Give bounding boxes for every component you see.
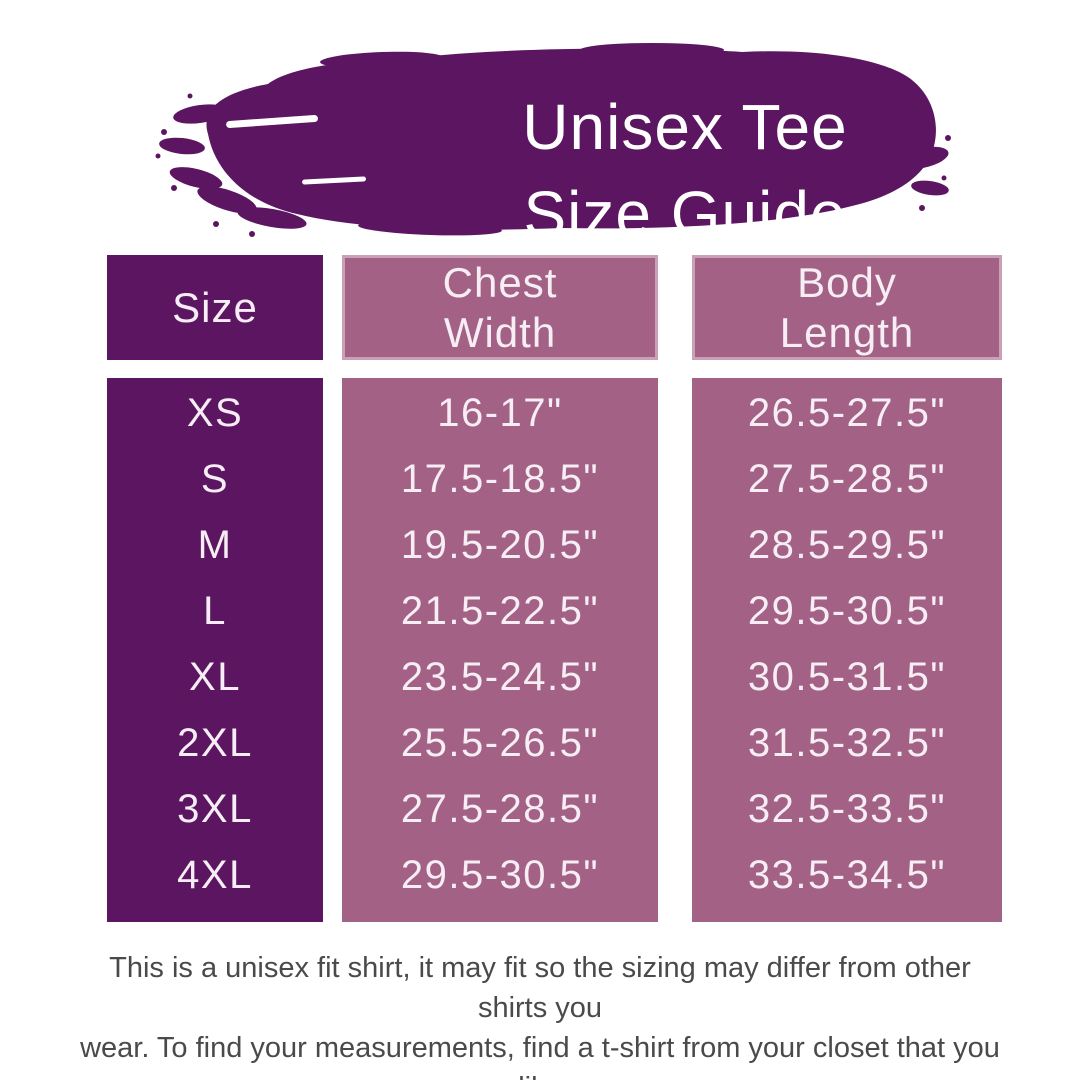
size-column: XS S M L XL 2XL 3XL 4XL bbox=[107, 378, 323, 922]
size-cell: L bbox=[203, 588, 227, 633]
brush-stroke-graphic bbox=[155, 43, 951, 237]
footer-note: This is a unisex fit shirt, it may fit s… bbox=[75, 948, 1005, 1080]
chest-width-cell: 25.5-26.5" bbox=[400, 720, 600, 765]
chest-width-cell: 29.5-30.5" bbox=[400, 852, 600, 897]
header-cell-body-length: Body Length bbox=[692, 255, 1002, 360]
body-length-cell: 30.5-31.5" bbox=[747, 654, 947, 699]
footer-line: wear. To find your measurements, find a … bbox=[80, 1032, 1000, 1080]
body-length-cell: 33.5-34.5" bbox=[747, 852, 947, 897]
title-line-2: Size Guide bbox=[523, 178, 847, 250]
title-banner: Unisex Tee Size Guide bbox=[130, 36, 960, 250]
size-cell: S bbox=[200, 456, 230, 501]
chest-width-cell: 17.5-18.5" bbox=[400, 456, 600, 501]
chest-width-cell: 21.5-22.5" bbox=[400, 588, 600, 633]
header-cell-chest-width: Chest Width bbox=[342, 255, 658, 360]
chest-width-column: 16-17" 17.5-18.5" 19.5-20.5" 21.5-22.5" … bbox=[342, 378, 658, 922]
size-cell: 3XL bbox=[177, 786, 253, 831]
body-length-cell: 32.5-33.5" bbox=[747, 786, 947, 831]
size-cell: 4XL bbox=[177, 852, 253, 897]
size-cell: XS bbox=[186, 390, 244, 435]
body-length-cell: 29.5-30.5" bbox=[747, 588, 947, 633]
body-length-column: 26.5-27.5" 27.5-28.5" 28.5-29.5" 29.5-30… bbox=[692, 378, 1002, 922]
footer-line: This is a unisex fit shirt, it may fit s… bbox=[109, 952, 971, 1024]
chest-width-cell: 16-17" bbox=[437, 390, 563, 435]
body-length-cell: 26.5-27.5" bbox=[747, 390, 947, 435]
chest-width-cell: 19.5-20.5" bbox=[400, 522, 600, 567]
header-cell-size: Size bbox=[107, 255, 323, 360]
body-length-cell: 31.5-32.5" bbox=[747, 720, 947, 765]
page-title: Unisex Tee Size Guide bbox=[270, 84, 1080, 258]
body-length-cell: 28.5-29.5" bbox=[747, 522, 947, 567]
title-line-1: Unisex Tee bbox=[522, 91, 848, 163]
body-length-cell: 27.5-28.5" bbox=[747, 456, 947, 501]
size-cell: 2XL bbox=[177, 720, 253, 765]
chest-width-cell: 23.5-24.5" bbox=[400, 654, 600, 699]
size-cell: XL bbox=[189, 654, 241, 699]
size-cell: M bbox=[197, 522, 233, 567]
chest-width-cell: 27.5-28.5" bbox=[400, 786, 600, 831]
